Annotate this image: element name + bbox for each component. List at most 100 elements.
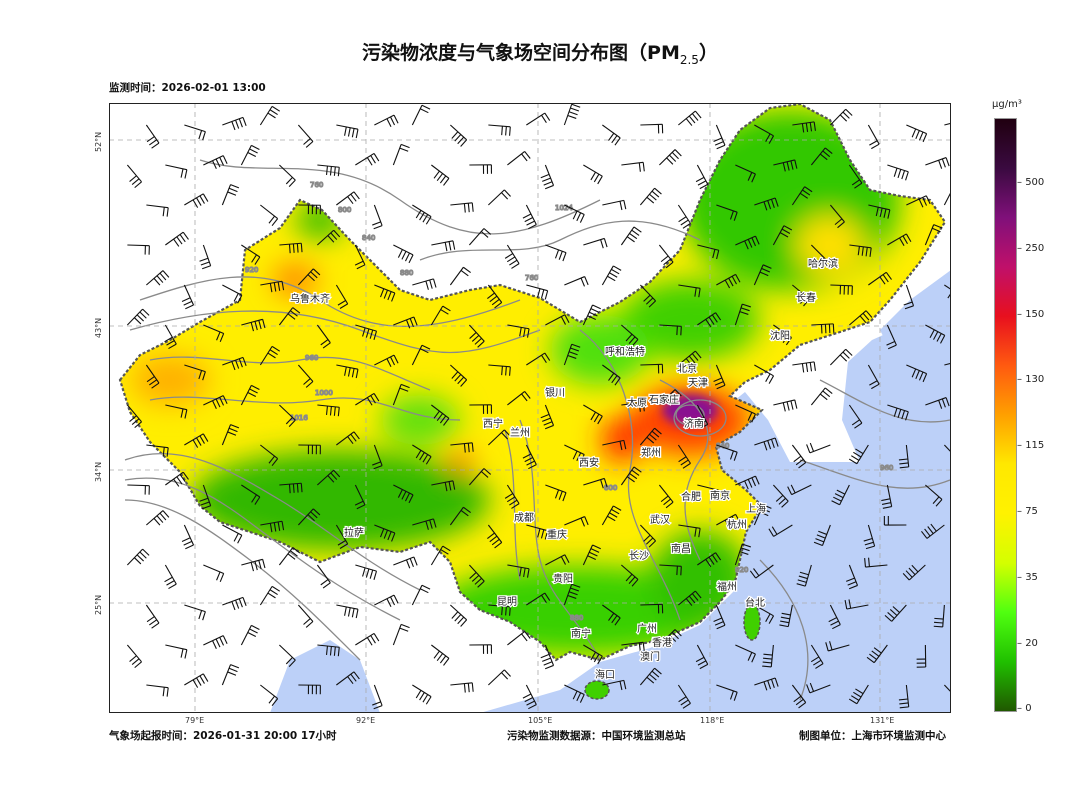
- city-label: 南昌: [671, 542, 691, 555]
- colorbar-tick-mark: –: [1017, 243, 1026, 254]
- contour-line: [199, 159, 601, 235]
- wind-barb: [868, 204, 891, 219]
- colorbar-tick-mark: –: [1017, 638, 1026, 649]
- wind-barb: [317, 164, 340, 177]
- wind-barb: [222, 524, 243, 544]
- wind-barb: [944, 362, 951, 366]
- colorbar-tick-label: – 35: [1017, 572, 1038, 583]
- city-label: 乌鲁木齐: [290, 292, 330, 305]
- wind-barb: [412, 518, 437, 530]
- wind-barb: [241, 484, 261, 505]
- wind-barb: [393, 556, 418, 569]
- city-label: 合肥: [681, 490, 701, 503]
- wind-barb: [126, 164, 142, 189]
- wind-barb: [540, 404, 555, 430]
- wind-barb: [526, 352, 551, 366]
- colorbar-tick-mark: –: [1017, 703, 1026, 714]
- wind-barb: [906, 364, 928, 383]
- colorbar-tick-mark: –: [1017, 374, 1026, 385]
- wind-barb: [754, 437, 779, 451]
- wind-barb: [864, 557, 888, 568]
- wind-barb: [933, 604, 945, 628]
- wind-barb: [863, 524, 876, 550]
- wind-barb: [545, 484, 567, 502]
- wind-barb: [787, 484, 812, 496]
- wind-barb: [526, 284, 549, 300]
- wind-barb: [943, 191, 951, 206]
- wind-barb: [298, 444, 321, 455]
- wind-barb: [468, 564, 485, 588]
- wind-barb: [735, 235, 760, 250]
- city-label: 银川: [545, 386, 565, 399]
- wind-barb: [146, 270, 170, 286]
- wind-barb: [259, 345, 281, 366]
- wind-barb: [697, 552, 722, 568]
- wind-barb: [867, 364, 880, 390]
- wind-barb: [504, 484, 520, 509]
- wind-barb: [734, 543, 751, 566]
- colorbar-tick-label: – 150: [1017, 309, 1044, 320]
- wind-barb: [639, 524, 656, 548]
- wind-barb: [165, 644, 188, 659]
- wind-barb: [563, 583, 581, 606]
- wind-barb: [773, 399, 798, 412]
- wind-barb: [165, 404, 188, 419]
- colorbar-tick-value: 500: [1025, 177, 1045, 188]
- wind-barbs: [126, 103, 951, 710]
- wind-barb: [336, 124, 359, 139]
- wind-barb: [813, 524, 831, 547]
- city-label: 呼和浩特: [605, 346, 645, 358]
- contour-label: 1024: [555, 204, 573, 212]
- wind-barb: [240, 144, 260, 166]
- wind-barb: [658, 149, 682, 166]
- map-title: 污染物浓度与气象场空间分布图（PM2.5）: [362, 42, 718, 67]
- wind-barb: [260, 444, 279, 467]
- wind-barb: [602, 604, 621, 626]
- wind-barb: [392, 623, 410, 646]
- city-label: 贵阳: [553, 572, 573, 585]
- wind-barb: [431, 404, 450, 426]
- wind-barb: [768, 524, 793, 537]
- wind-barb: [184, 364, 206, 381]
- wind-barb: [825, 641, 850, 652]
- wind-barb: [145, 124, 160, 149]
- contour-label: 920: [735, 566, 748, 574]
- wind-barb: [431, 644, 450, 666]
- wind-barb: [887, 164, 909, 181]
- wind-barb: [240, 384, 260, 406]
- wind-barb: [829, 108, 853, 126]
- contour-line: [149, 396, 461, 421]
- wind-barb: [336, 604, 359, 619]
- wind-barb: [754, 604, 775, 624]
- city-label: 长春: [796, 292, 816, 304]
- wind-barb: [658, 244, 674, 269]
- wind-barb: [563, 343, 581, 366]
- wind-barb: [583, 164, 603, 185]
- wind-barb: [658, 484, 674, 509]
- contour-label: 920: [245, 266, 258, 274]
- city-label: 香港: [652, 637, 672, 649]
- city-label: 西宁: [483, 417, 503, 430]
- wind-barb: [791, 444, 807, 469]
- wind-barb: [884, 604, 907, 622]
- contour-label: 760: [525, 274, 538, 282]
- wind-barb: [639, 284, 656, 308]
- wind-barb: [639, 427, 662, 446]
- wind-barb: [221, 664, 240, 686]
- wind-barb: [621, 324, 639, 347]
- contour-label: 840: [362, 234, 375, 242]
- wind-barb: [887, 404, 909, 421]
- wind-barb: [754, 677, 779, 691]
- wind-barb: [317, 469, 341, 486]
- wind-barb: [278, 404, 296, 428]
- wind-barb: [640, 363, 664, 374]
- data-source: 污染物监测数据源：中国环境监测总站: [507, 730, 686, 742]
- wind-barb: [126, 308, 150, 326]
- lat-tick-label: 25°N: [94, 594, 103, 615]
- wind-barb: [450, 682, 474, 693]
- wind-barb: [372, 444, 383, 470]
- colorbar-tick-value: 115: [1025, 440, 1045, 451]
- wind-barb: [754, 124, 775, 144]
- wind-barb: [336, 431, 360, 446]
